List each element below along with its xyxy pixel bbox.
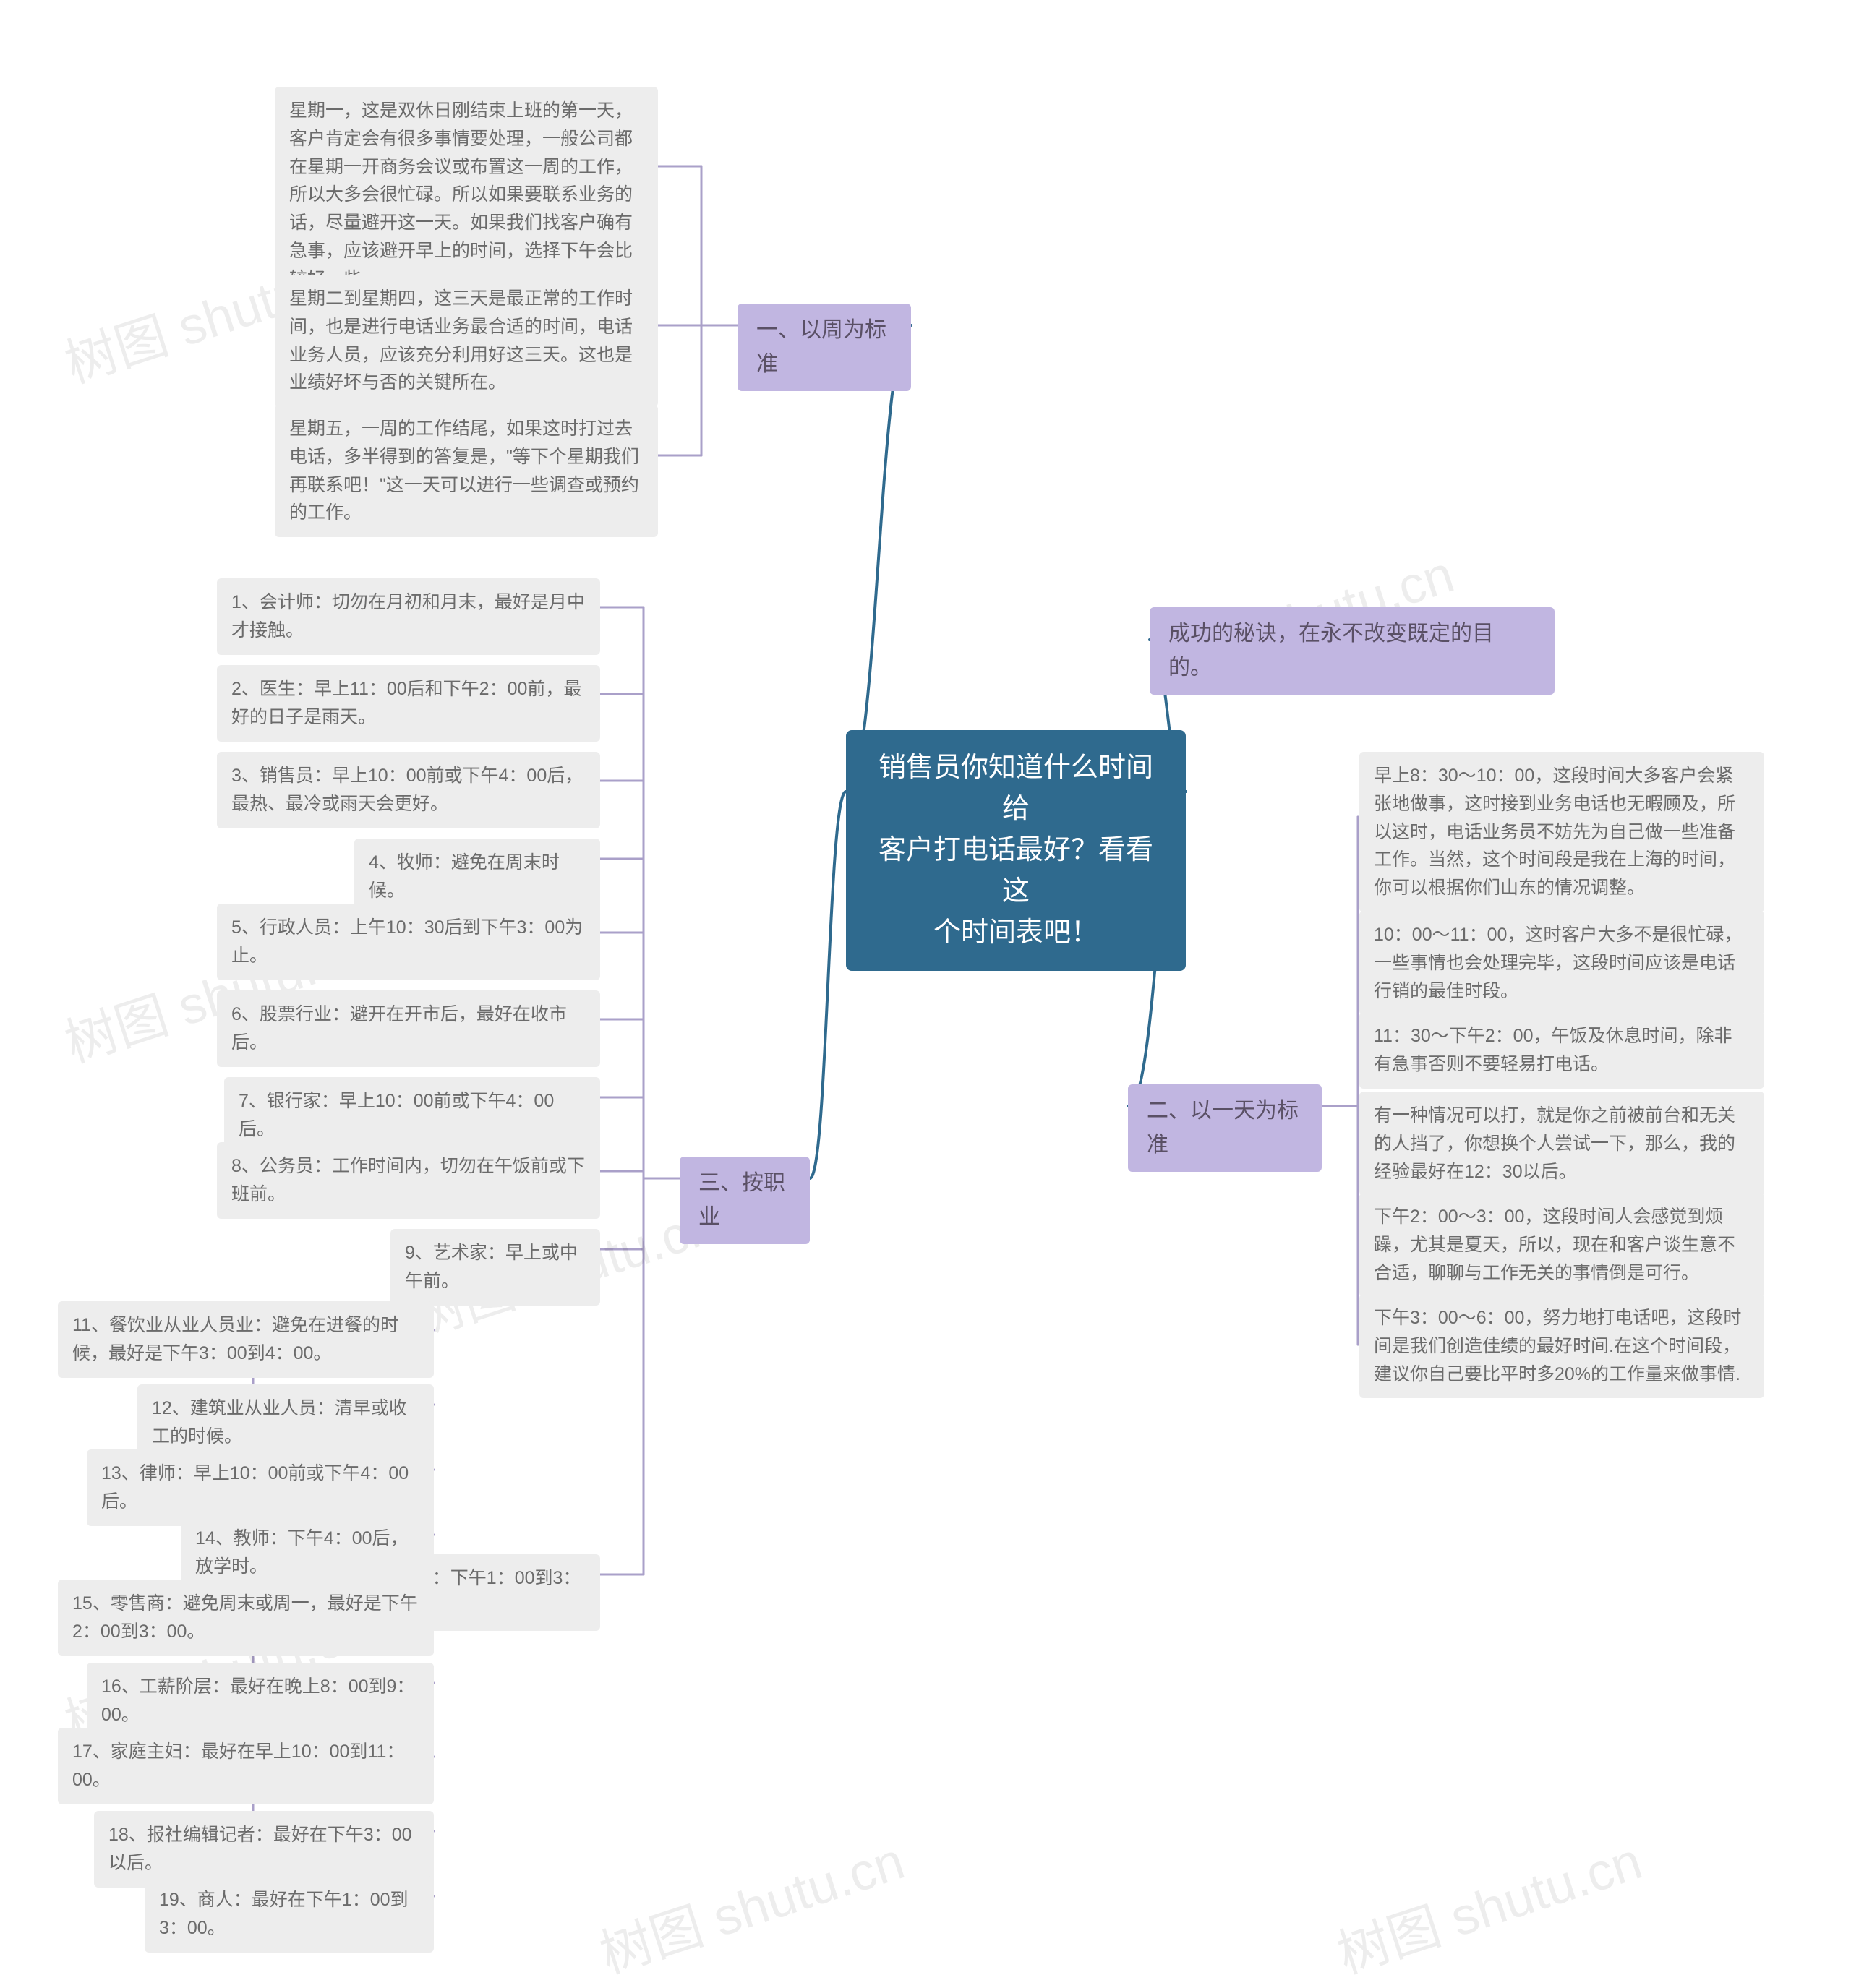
leaf-merchant: 19、商人：最好在下午1：00到3：00。 — [145, 1876, 434, 1953]
leaf-admin: 5、行政人员：上午10：30后到下午3：00为止。 — [217, 904, 600, 980]
watermark: 树图 shutu.cn — [589, 1818, 912, 1988]
branch-day: 二、以一天为标准 — [1128, 1084, 1322, 1172]
branch-profession: 三、按职业 — [680, 1157, 810, 1244]
branch-week: 一、以周为标准 — [738, 304, 911, 391]
center-topic: 销售员你知道什么时间给 客户打电话最好？看看这 个时间表吧！ — [846, 730, 1186, 971]
leaf-housewife: 17、家庭主妇：最好在早上10：00到11：00。 — [58, 1728, 434, 1804]
leaf-civil-servant: 8、公务员：工作时间内，切勿在午饭前或下班前。 — [217, 1142, 600, 1219]
leaf-1000-1100: 10：00～11：00，这时客户大多不是很忙碌，一些事情也会处理完毕，这段时间应… — [1359, 911, 1764, 1015]
branch-secret: 成功的秘诀，在永不改变既定的目 的。 — [1150, 607, 1555, 695]
leaf-monday: 星期一，这是双休日刚结束上班的第一天，客户肯定会有很多事情要处理，一般公司都在星… — [275, 87, 658, 303]
leaf-catering: 11、餐饮业从业人员业：避免在进餐的时候，最好是下午3：00到4：00。 — [58, 1301, 434, 1378]
leaf-1400-1500: 下午2：00～3：00，这段时间人会感觉到烦躁，尤其是夏天，所以，现在和客户谈生… — [1359, 1193, 1764, 1297]
watermark: 树图 shutu.cn — [1326, 1818, 1649, 1988]
leaf-tue-thu: 星期二到星期四，这三天是最正常的工作时间，也是进行电话业务最合适的时间，电话业务… — [275, 275, 658, 407]
leaf-1230: 有一种情况可以打，就是你之前被前台和无关的人挡了，你想换个人尝试一下，那么，我的… — [1359, 1092, 1764, 1196]
leaf-1130-1400: 11：30～下午2：00，午饭及休息时间，除非有急事否则不要轻易打电话。 — [1359, 1012, 1764, 1089]
leaf-retailer: 15、零售商：避免周末或周一，最好是下午2：00到3：00。 — [58, 1580, 434, 1656]
leaf-stock: 6、股票行业：避开在开市后，最好在收市后。 — [217, 990, 600, 1067]
leaf-1500-1800: 下午3：00～6：00，努力地打电话吧，这段时间是我们创造佳绩的最好时间.在这个… — [1359, 1294, 1764, 1398]
leaf-salesperson: 3、销售员：早上10：00前或下午4：00后，最热、最冷或雨天会更好。 — [217, 752, 600, 828]
leaf-artist: 9、艺术家：早上或中午前。 — [390, 1229, 600, 1306]
leaf-830-1000: 早上8：30～10：00，这段时间大多客户会紧张地做事，这时接到业务电话也无暇顾… — [1359, 752, 1764, 912]
leaf-doctor: 2、医生：早上11：00后和下午2：00前，最好的日子是雨天。 — [217, 665, 600, 742]
leaf-accountant: 1、会计师：切勿在月初和月末，最好是月中才接触。 — [217, 578, 600, 655]
leaf-friday: 星期五，一周的工作结尾，如果这时打过去电话，多半得到的答复是，"等下个星期我们再… — [275, 405, 658, 537]
